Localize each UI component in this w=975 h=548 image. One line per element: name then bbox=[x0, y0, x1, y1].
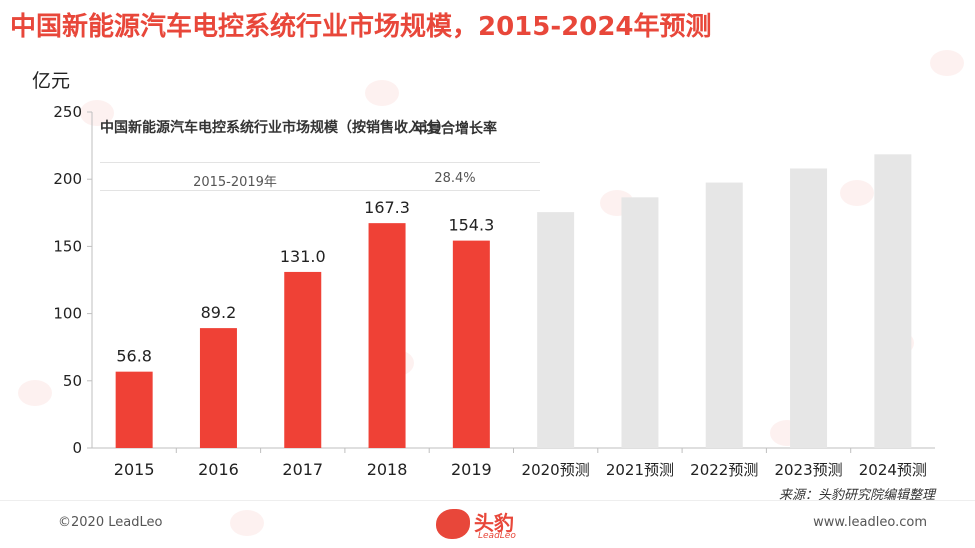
bar bbox=[115, 371, 153, 448]
watermark-icon bbox=[18, 380, 52, 406]
bar bbox=[199, 328, 237, 448]
cagr-metric-header: 中国新能源汽车电控系统行业市场规模（按销售收入计） bbox=[100, 120, 450, 136]
logo-text: 头豹 bbox=[474, 511, 514, 535]
y-tick-label: 200 bbox=[53, 170, 82, 188]
data-label: 167.3 bbox=[364, 198, 410, 217]
y-tick-label: 50 bbox=[63, 372, 82, 390]
cagr-period: 2015-2019年 bbox=[193, 175, 277, 190]
x-tick-label: 2019 bbox=[451, 460, 492, 479]
watermark-icon bbox=[230, 510, 264, 536]
cagr-rate-value: 28.4% bbox=[434, 171, 476, 186]
watermark-icon bbox=[365, 80, 399, 106]
y-tick-label: 150 bbox=[53, 237, 82, 255]
copyright-text: ©2020 LeadLeo bbox=[58, 515, 163, 530]
leopard-logo-icon bbox=[436, 509, 470, 539]
x-tick-label: 2017 bbox=[282, 460, 323, 479]
website-url: www.leadleo.com bbox=[813, 515, 927, 530]
forecast-bar bbox=[621, 197, 659, 448]
x-tick-label: 2018 bbox=[367, 460, 408, 479]
x-tick-label: 2016 bbox=[198, 460, 239, 479]
forecast-bar bbox=[790, 168, 828, 448]
cagr-divider bbox=[100, 162, 540, 163]
x-tick-label: 2021预测 bbox=[606, 461, 674, 479]
footer-divider bbox=[0, 500, 975, 501]
watermark-icon bbox=[930, 50, 964, 76]
y-tick-label: 100 bbox=[53, 305, 82, 323]
leadleo-logo: 头豹 LeadLeo bbox=[436, 505, 546, 545]
logo-subtext: LeadLeo bbox=[478, 531, 516, 541]
watermark-icon bbox=[80, 100, 114, 126]
x-tick-label: 2023预测 bbox=[774, 461, 842, 479]
data-label: 131.0 bbox=[280, 247, 326, 266]
x-tick-label: 2015 bbox=[114, 460, 155, 479]
forecast-bar bbox=[874, 154, 912, 448]
y-axis-unit-label: 亿元 bbox=[32, 70, 71, 92]
data-label: 56.8 bbox=[116, 347, 152, 366]
bar bbox=[284, 271, 322, 448]
cagr-divider bbox=[100, 190, 540, 191]
source-note: 来源：头豹研究院编辑整理 bbox=[778, 488, 935, 503]
data-label: 89.2 bbox=[201, 303, 237, 322]
chart-title: 中国新能源汽车电控系统行业市场规模，2015-2024年预测 bbox=[10, 12, 712, 42]
forecast-bar bbox=[705, 182, 743, 448]
cagr-rate-header: 年复合增长率 bbox=[413, 121, 497, 137]
x-tick-label: 2022预测 bbox=[690, 461, 758, 479]
watermark-icon bbox=[840, 180, 874, 206]
data-label: 154.3 bbox=[448, 216, 494, 235]
x-tick-label: 2020预测 bbox=[522, 461, 590, 479]
bar bbox=[368, 223, 406, 448]
bar bbox=[452, 240, 490, 448]
y-tick-label: 0 bbox=[72, 439, 82, 457]
x-tick-label: 2024预测 bbox=[859, 461, 927, 479]
forecast-bar bbox=[537, 212, 575, 448]
y-tick-label: 250 bbox=[53, 103, 82, 121]
